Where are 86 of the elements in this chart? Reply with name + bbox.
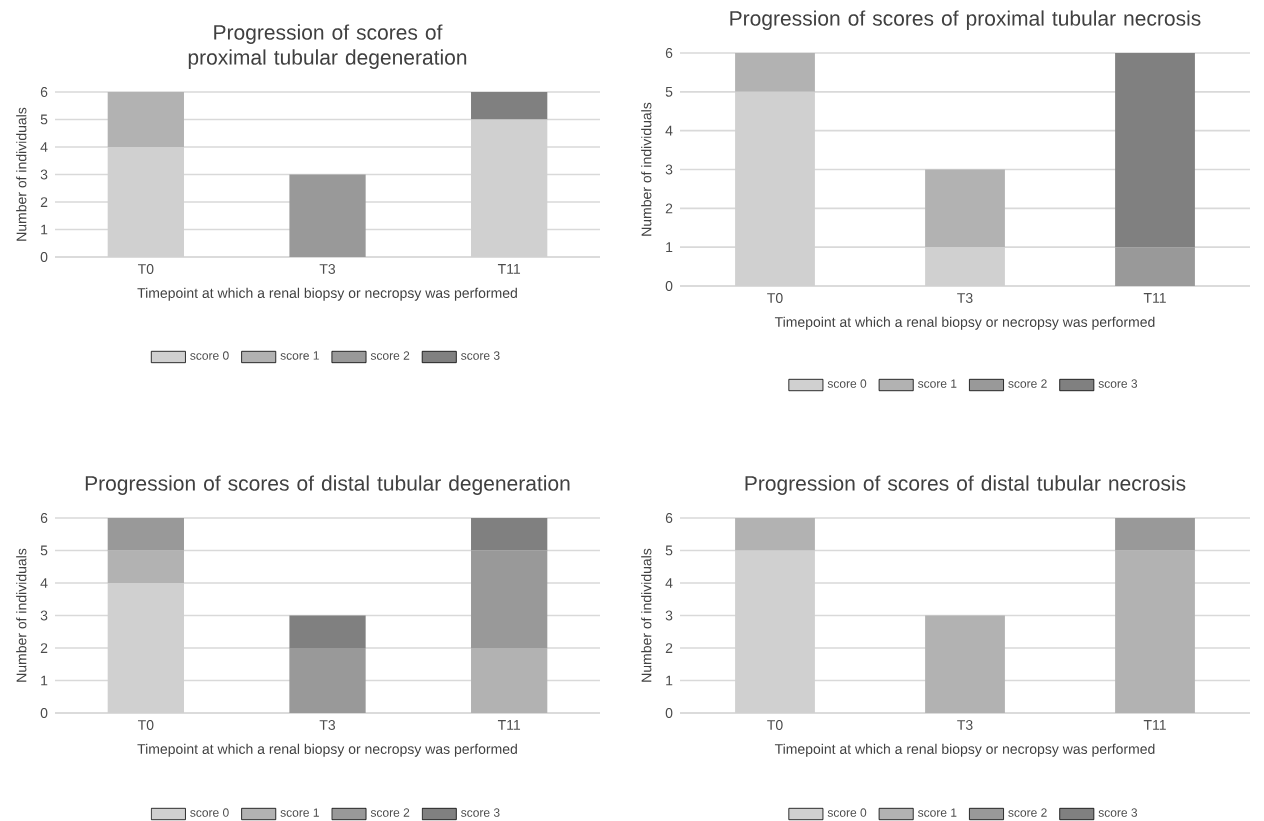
x-tick-label: T11 <box>1143 720 1166 730</box>
legend-label: score 3 <box>461 351 500 360</box>
x-tick-label: T0 <box>137 264 154 274</box>
y-tick-label: 3 <box>40 169 48 180</box>
legend-label: score 0 <box>190 808 229 817</box>
chart-title: Progression of scores of proximal tubular necrosis <box>730 10 1201 30</box>
y-tick-label: 0 <box>40 708 48 718</box>
chart-title: Progression of scores of distal tubular necrosis <box>745 475 1186 495</box>
legend-label: score 0 <box>827 808 867 817</box>
legend-label: score 3 <box>1098 808 1138 817</box>
bar <box>471 648 548 713</box>
legend-label: score 2 <box>1008 379 1047 388</box>
legend-label: score 1 <box>918 379 957 388</box>
x-tick-label: T11 <box>497 720 521 730</box>
legend-label: score 0 <box>190 351 229 360</box>
y-tick-label: 2 <box>665 203 673 214</box>
y-tick-label: 1 <box>41 675 48 686</box>
bar <box>925 169 1005 248</box>
y-axis-title: Number of individuals <box>16 107 27 241</box>
x-tick-label: T3 <box>957 720 973 730</box>
y-tick-label: 5 <box>40 114 48 125</box>
bar <box>735 517 815 551</box>
legend-label: score 0 <box>827 379 867 388</box>
y-tick-label: 0 <box>665 281 673 291</box>
x-axis-title: Timepoint at which a renal biopsy or necropsy was performed <box>137 743 517 757</box>
x-axis-title: Timepoint at which a renal biopsy or necropsy was performed <box>137 287 517 301</box>
bar <box>735 53 815 92</box>
y-tick-label: 3 <box>665 164 673 175</box>
x-tick-label: T3 <box>319 720 336 730</box>
y-tick-label: 1 <box>666 242 673 252</box>
y-tick-label: 6 <box>665 48 673 58</box>
y-tick-label: 2 <box>40 643 48 653</box>
legend-label: score 1 <box>280 808 319 817</box>
y-tick-label: 6 <box>40 513 48 523</box>
x-tick-label: T3 <box>957 293 973 303</box>
bar <box>1115 247 1195 286</box>
bar <box>925 615 1005 713</box>
x-axis-title: Timepoint at which a renal biopsy or necropsy was performed <box>774 743 1155 757</box>
chart-title: Progression of scores of distal tubular degeneration <box>85 475 570 495</box>
y-axis-title: Number of individuals <box>641 102 652 236</box>
x-tick-label: T0 <box>767 720 783 730</box>
y-tick-label: 2 <box>665 643 673 653</box>
bar <box>289 615 366 648</box>
bar <box>107 550 184 583</box>
y-tick-label: 0 <box>40 252 48 262</box>
bar <box>471 92 548 120</box>
y-tick-label: 6 <box>665 513 673 523</box>
x-tick-label: T0 <box>767 293 783 303</box>
bar <box>107 517 184 551</box>
y-tick-label: 0 <box>665 708 673 718</box>
y-tick-label: 4 <box>40 578 48 588</box>
bar <box>1115 53 1195 248</box>
chart-title: Progression of scores of proximal tubular degeneration <box>188 24 467 69</box>
bar <box>289 174 366 257</box>
legend-label: score 2 <box>370 351 410 360</box>
bar <box>1115 550 1195 713</box>
y-tick-label: 4 <box>665 578 673 588</box>
y-tick-label: 4 <box>665 125 673 136</box>
x-tick-label: T11 <box>497 264 521 274</box>
y-tick-label: 2 <box>40 197 48 207</box>
x-tick-label: T11 <box>1143 293 1166 303</box>
x-tick-label: T0 <box>137 720 154 730</box>
y-tick-label: 4 <box>40 142 48 152</box>
bar <box>1115 517 1195 551</box>
legend-label: score 3 <box>461 808 500 817</box>
legend-label: score 2 <box>370 808 410 817</box>
y-tick-label: 3 <box>665 610 673 621</box>
y-axis-title: Number of individuals <box>16 548 27 682</box>
y-tick-label: 5 <box>665 545 673 556</box>
x-axis-title: Timepoint at which a renal biopsy or necropsy was performed <box>774 316 1155 330</box>
bar <box>471 517 548 551</box>
bar <box>289 648 366 713</box>
legend-label: score 2 <box>1008 808 1047 817</box>
y-tick-label: 3 <box>40 610 48 621</box>
x-tick-label: T3 <box>319 264 336 274</box>
y-tick-label: 5 <box>40 545 48 556</box>
bar <box>471 550 548 648</box>
legend-label: score 1 <box>280 351 319 360</box>
legend-label: score 3 <box>1098 379 1138 388</box>
y-axis-title: Number of individuals <box>641 548 652 682</box>
y-tick-label: 1 <box>666 675 673 686</box>
bar <box>107 92 184 147</box>
legend-label: score 1 <box>918 808 957 817</box>
y-tick-label: 1 <box>41 224 48 235</box>
y-tick-label: 6 <box>40 87 48 97</box>
y-tick-label: 5 <box>665 86 673 97</box>
